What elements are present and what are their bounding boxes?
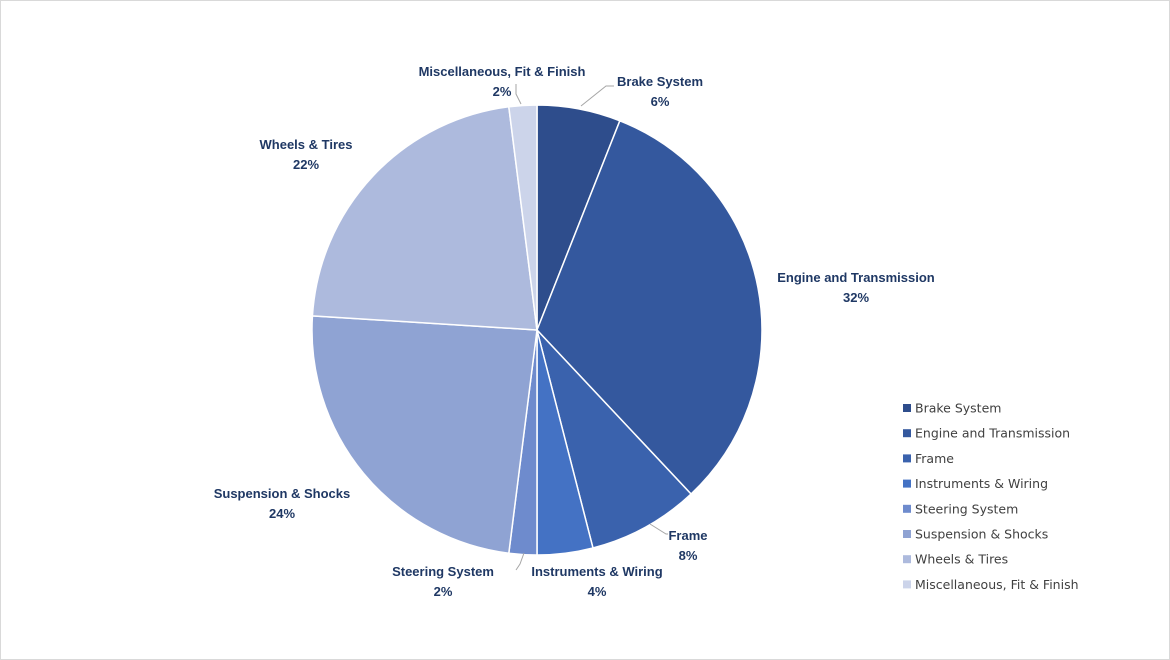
legend-label: Suspension & Shocks [915, 527, 1048, 542]
leader-line [649, 523, 668, 535]
data-labels: Brake System 6% Engine and Transmission 32%… [214, 64, 935, 599]
leader-line [580, 85, 614, 107]
leader-line [515, 84, 522, 105]
pie-slice-frame [536, 329, 693, 549]
data-label: Brake System 6% [617, 74, 703, 109]
legend-swatch [903, 404, 911, 412]
pie-slice-miscellaneous-fit-finish [507, 104, 538, 331]
data-label: Suspension & Shocks 24% [214, 486, 351, 521]
legend-swatch [903, 504, 911, 513]
legend-swatch [903, 530, 911, 538]
leader-line [515, 552, 525, 571]
pie-slice-wheels-tires [311, 105, 538, 331]
data-label: Instruments & Wiring 4% [531, 564, 662, 599]
legend: Brake System Engine and Transmission Frame… [903, 401, 1079, 592]
legend-swatch [903, 555, 911, 564]
pie-slice-suspension-shocks [311, 315, 538, 555]
pie-slices [311, 104, 763, 556]
legend-swatch [903, 454, 911, 463]
legend-label: Brake System [915, 401, 1001, 416]
legend-label: Engine and Transmission [915, 426, 1070, 441]
legend-swatch [903, 429, 911, 438]
pie-slice-engine-and-transmission [536, 119, 763, 496]
leader-lines [515, 84, 668, 571]
legend-label: Wheels & Tires [915, 552, 1008, 567]
data-label: Steering System 2% [392, 564, 494, 599]
data-label: Engine and Transmission 32% [777, 270, 935, 305]
data-label: Frame 8% [668, 528, 707, 563]
legend-label: Instruments & Wiring [915, 476, 1048, 491]
legend-label: Miscellaneous, Fit & Finish [915, 577, 1079, 592]
legend-swatch [903, 479, 911, 488]
data-label: Wheels & Tires 22% [260, 137, 353, 172]
legend-swatch [903, 580, 911, 589]
legend-label: Steering System [915, 501, 1018, 516]
legend-label: Frame [915, 451, 954, 466]
data-label: Miscellaneous, Fit & Finish 2% [419, 64, 586, 99]
